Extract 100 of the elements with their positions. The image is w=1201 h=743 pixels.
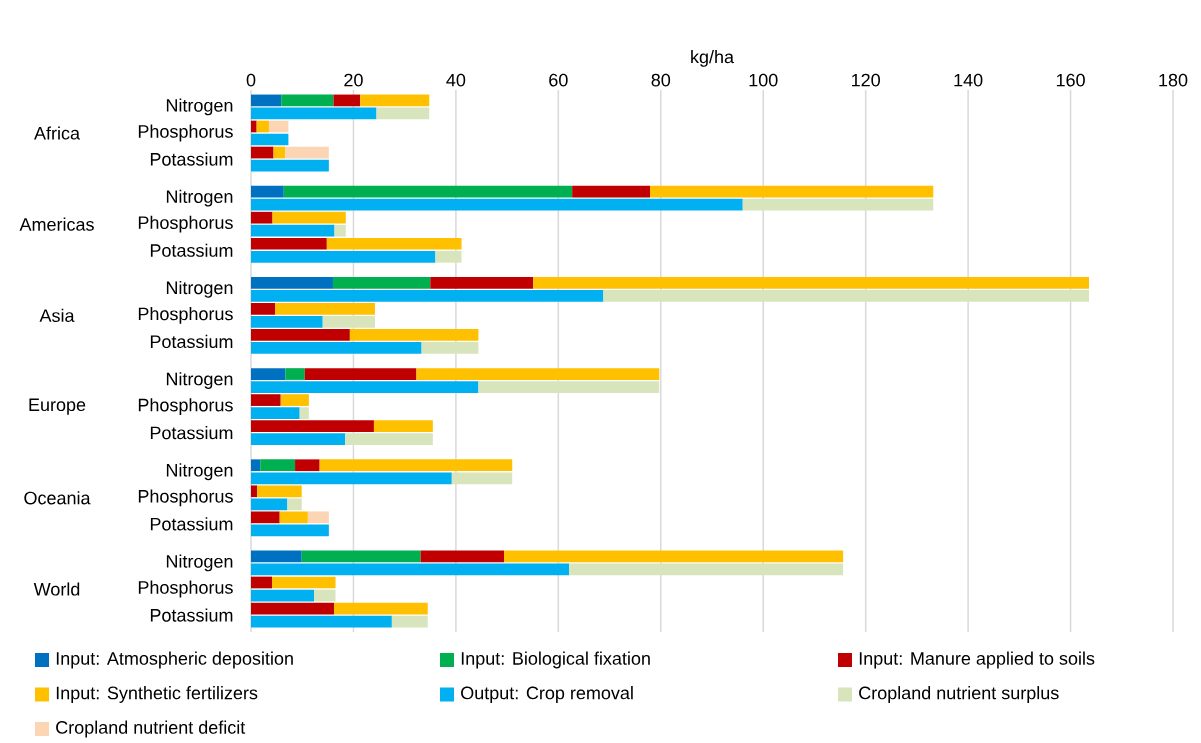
bar bbox=[334, 224, 346, 237]
legend-label: Input: Atmospheric deposition bbox=[56, 651, 293, 669]
bar bbox=[295, 459, 320, 472]
bar bbox=[251, 250, 436, 263]
bar bbox=[283, 185, 573, 198]
bar bbox=[251, 589, 315, 602]
bar bbox=[251, 185, 284, 198]
bar bbox=[251, 498, 288, 511]
text: Americas bbox=[19, 217, 94, 231]
bar bbox=[742, 198, 934, 211]
bar bbox=[256, 120, 269, 133]
bar bbox=[569, 563, 844, 576]
bar bbox=[251, 511, 280, 524]
bar bbox=[416, 368, 660, 380]
bar bbox=[251, 472, 452, 485]
y-tick-label: Nitrogen bbox=[166, 98, 233, 116]
y-tick-label: Potassium bbox=[150, 426, 233, 440]
bar bbox=[279, 511, 308, 524]
bar bbox=[251, 459, 261, 472]
bar bbox=[251, 550, 302, 563]
y-tick-label: Nitrogen bbox=[166, 372, 233, 389]
bar bbox=[251, 368, 286, 380]
bar bbox=[251, 159, 329, 172]
bar bbox=[430, 276, 534, 289]
bar bbox=[326, 237, 462, 250]
bar bbox=[572, 185, 651, 198]
bar bbox=[251, 524, 329, 537]
bar bbox=[251, 198, 743, 211]
bar bbox=[435, 250, 462, 263]
bar bbox=[391, 615, 428, 628]
legend-label: Cropland nutrient surplus bbox=[859, 686, 1059, 703]
y-tick-label: Potassium bbox=[150, 152, 233, 166]
x-tick-label: 120 bbox=[852, 73, 880, 87]
y-tick-label: Phosphorus bbox=[138, 398, 233, 415]
bar bbox=[345, 433, 433, 446]
bar bbox=[251, 433, 346, 446]
bar bbox=[272, 211, 346, 224]
bar bbox=[251, 224, 335, 237]
y-tick-label: Nitrogen bbox=[166, 280, 233, 298]
x-tick-label: 160 bbox=[1056, 73, 1085, 87]
y-tick-label: Potassium bbox=[150, 334, 233, 349]
legend-label: Output: Crop removal bbox=[461, 686, 633, 703]
x-tick-label: 80 bbox=[651, 73, 671, 87]
bar bbox=[281, 94, 334, 107]
x-tick-label: 60 bbox=[549, 73, 568, 87]
text: World bbox=[33, 582, 80, 596]
bar bbox=[360, 94, 430, 107]
bar bbox=[304, 368, 417, 380]
bar bbox=[451, 472, 513, 485]
bar bbox=[251, 94, 282, 107]
bar bbox=[285, 368, 305, 380]
y-tick-label: Potassium bbox=[150, 608, 233, 622]
bar bbox=[251, 420, 374, 433]
bar bbox=[251, 237, 327, 250]
bar bbox=[251, 485, 258, 498]
legend-label: Cropland nutrient deficit bbox=[56, 720, 246, 738]
y-tick-label: Phosphorus bbox=[138, 307, 233, 324]
y-tick-label: Nitrogen bbox=[166, 463, 233, 481]
bar bbox=[260, 459, 296, 472]
x-tick-label: 140 bbox=[954, 73, 983, 87]
y-tick-label: Potassium bbox=[150, 243, 233, 257]
bar bbox=[251, 394, 281, 406]
bar bbox=[285, 146, 329, 159]
bar bbox=[251, 576, 273, 589]
bar bbox=[333, 94, 361, 107]
bar bbox=[333, 602, 428, 615]
bar bbox=[251, 329, 350, 341]
bar bbox=[332, 276, 431, 289]
bar bbox=[251, 303, 276, 315]
y-tick-label: Nitrogen bbox=[166, 554, 233, 572]
bar bbox=[478, 381, 660, 393]
bar bbox=[251, 120, 257, 133]
y-tick-label: Phosphorus bbox=[138, 215, 233, 233]
bar bbox=[603, 289, 1089, 302]
y-tick-label: Phosphorus bbox=[138, 580, 233, 598]
y-tick-label: Potassium bbox=[150, 517, 233, 531]
bar bbox=[301, 550, 421, 563]
text: Africa bbox=[34, 126, 81, 140]
bar bbox=[504, 550, 844, 563]
bar bbox=[251, 276, 333, 289]
bar bbox=[251, 602, 334, 615]
bar bbox=[307, 511, 329, 524]
y-tick-label: Nitrogen bbox=[166, 189, 233, 207]
bar bbox=[533, 276, 1089, 289]
bar bbox=[376, 107, 430, 120]
bar bbox=[251, 407, 300, 419]
bar bbox=[272, 576, 336, 589]
bar bbox=[257, 485, 302, 498]
text: Asia bbox=[39, 308, 75, 323]
bar bbox=[251, 342, 422, 354]
y-tick-label: Phosphorus bbox=[138, 124, 233, 142]
legend-label: Input: Synthetic fertilizers bbox=[56, 686, 258, 703]
legend-label: Input: Biological fixation bbox=[461, 651, 650, 669]
legend-label: Input: Manure applied to soils bbox=[859, 651, 1095, 669]
bar bbox=[251, 563, 570, 576]
bar bbox=[251, 316, 323, 328]
bar bbox=[251, 615, 392, 628]
y-tick-label: Phosphorus bbox=[138, 489, 233, 507]
bar bbox=[420, 550, 505, 563]
text: Oceania bbox=[24, 491, 91, 505]
